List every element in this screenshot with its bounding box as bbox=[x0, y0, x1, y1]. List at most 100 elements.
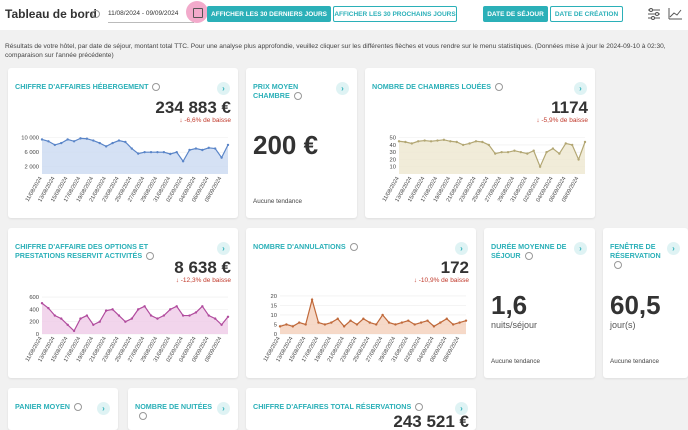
creation-date-toggle[interactable]: DATE DE CRÉATION bbox=[550, 6, 623, 22]
data-point bbox=[410, 142, 414, 145]
card-title-text: PRIX MOYEN CHAMBRE bbox=[253, 82, 299, 100]
data-point bbox=[98, 141, 101, 145]
info-icon[interactable] bbox=[415, 403, 424, 412]
details-arrow[interactable]: › bbox=[574, 82, 587, 95]
data-point bbox=[506, 150, 510, 154]
next-30-days-button[interactable]: AFFICHER LES 30 PROCHAINS JOURS bbox=[333, 6, 457, 22]
data-point bbox=[207, 146, 210, 150]
info-icon[interactable] bbox=[349, 243, 358, 252]
series-line bbox=[41, 302, 229, 332]
kpi-card: DURÉE MOYENNE DE SÉJOUR › 1,6 nuits/séjour A… bbox=[484, 228, 595, 378]
data-point bbox=[104, 309, 108, 312]
data-point bbox=[432, 325, 436, 328]
data-point bbox=[124, 140, 127, 144]
y-tick-label: 20 bbox=[390, 157, 396, 163]
settings-icon[interactable] bbox=[648, 8, 660, 20]
date-range-input[interactable]: 11/08/2024 - 09/09/2024 bbox=[108, 6, 194, 23]
card-title-text: DURÉE MOYENNE DE SÉJOUR bbox=[491, 242, 567, 260]
data-point bbox=[124, 320, 127, 323]
mini-chart: 504030201011/08/202413/08/202415/08/2024… bbox=[382, 136, 587, 203]
kpi-card: NOMBRE DE NUITÉES › bbox=[128, 388, 238, 430]
details-arrow[interactable]: › bbox=[336, 82, 349, 95]
stay-date-toggle[interactable]: DATE DE SÉJOUR bbox=[483, 6, 548, 22]
kpi-card: PANIER MOYEN › bbox=[8, 388, 118, 430]
data-point bbox=[278, 325, 282, 328]
card-title-text: NOMBRE DE NUITÉES bbox=[135, 402, 213, 411]
data-point bbox=[375, 323, 378, 326]
data-point bbox=[79, 317, 82, 320]
kpi-trend: ↓ -5,9% de baisse bbox=[536, 117, 588, 124]
data-point bbox=[545, 150, 548, 154]
y-tick-label: 10 000 bbox=[21, 136, 39, 142]
info-icon[interactable] bbox=[614, 261, 622, 270]
data-point bbox=[92, 323, 95, 326]
y-tick-label: 200 bbox=[29, 320, 39, 326]
card-title: CHIFFRE D'AFFAIRES HÉBERGEMENT bbox=[15, 82, 185, 92]
kpi-value: 1,6 bbox=[491, 290, 528, 320]
card-title-text: CHIFFRE D'AFFAIRES HÉBERGEMENT bbox=[15, 82, 149, 91]
y-tick-label: 5 bbox=[274, 322, 277, 328]
data-point bbox=[143, 150, 146, 154]
data-point bbox=[487, 143, 490, 147]
data-point bbox=[149, 314, 153, 317]
data-point bbox=[461, 143, 465, 147]
info-icon[interactable] bbox=[524, 252, 533, 261]
trend-note: Aucune tendance bbox=[253, 198, 303, 205]
data-point bbox=[532, 149, 535, 152]
info-icon[interactable] bbox=[73, 403, 82, 412]
data-point bbox=[53, 314, 57, 317]
card-title-text: PANIER MOYEN bbox=[15, 402, 70, 411]
details-arrow[interactable]: › bbox=[217, 82, 230, 95]
y-tick-label: 2 000 bbox=[24, 165, 39, 171]
details-arrow[interactable]: › bbox=[217, 402, 230, 415]
data-point bbox=[291, 325, 295, 328]
data-point bbox=[226, 315, 230, 318]
data-point bbox=[143, 305, 146, 308]
kpi-card: PRIX MOYEN CHAMBRE › 200 € Aucune tendance bbox=[246, 68, 357, 218]
info-icon[interactable] bbox=[495, 83, 504, 92]
info-icon[interactable] bbox=[92, 10, 100, 18]
last-30-days-button[interactable]: AFFICHER LES 30 DERNIERS JOURS bbox=[207, 6, 331, 22]
data-point bbox=[394, 323, 397, 326]
data-point bbox=[381, 313, 384, 317]
data-point bbox=[111, 308, 114, 311]
y-tick-label: 600 bbox=[29, 295, 39, 301]
kpi-value: 1174 bbox=[551, 98, 588, 117]
data-point bbox=[570, 143, 574, 147]
info-icon[interactable] bbox=[293, 92, 302, 101]
card-title-text: CHIFFRE D'AFFAIRE DES OPTIONS ET PRESTAT… bbox=[15, 242, 149, 260]
data-point bbox=[323, 323, 327, 326]
data-point bbox=[400, 321, 404, 324]
details-arrow[interactable]: › bbox=[455, 402, 468, 415]
info-icon[interactable] bbox=[139, 412, 147, 421]
data-point bbox=[220, 156, 223, 159]
details-arrow[interactable]: › bbox=[574, 242, 587, 255]
data-point bbox=[60, 317, 63, 320]
chart-icon[interactable] bbox=[668, 8, 682, 20]
data-point bbox=[368, 321, 371, 324]
details-arrow[interactable]: › bbox=[217, 242, 230, 255]
details-arrow[interactable]: › bbox=[455, 242, 468, 255]
data-point bbox=[298, 321, 301, 324]
data-point bbox=[442, 138, 446, 142]
details-arrow[interactable]: › bbox=[667, 242, 680, 255]
kpi-card: CHIFFRE D'AFFAIRE DES OPTIONS ET PRESTAT… bbox=[8, 228, 238, 378]
data-point bbox=[66, 323, 69, 326]
data-point bbox=[66, 138, 69, 141]
page-title: Tableau de bord bbox=[5, 7, 97, 21]
info-icon[interactable] bbox=[152, 83, 161, 92]
data-point bbox=[137, 308, 140, 311]
data-point bbox=[285, 323, 288, 326]
calendar-icon[interactable] bbox=[193, 8, 203, 18]
kpi-trend: ↓ -12,3% de baisse bbox=[175, 277, 231, 284]
data-point bbox=[117, 314, 121, 317]
card-title: NOMBRE D'ANNULATIONS bbox=[253, 242, 423, 252]
details-arrow[interactable]: › bbox=[97, 402, 110, 415]
data-point bbox=[419, 321, 423, 324]
mini-chart: 2015105011/08/202413/08/202415/08/202417… bbox=[263, 294, 468, 363]
data-point bbox=[407, 319, 410, 322]
data-point bbox=[481, 140, 484, 144]
info-icon[interactable] bbox=[146, 252, 155, 261]
data-point bbox=[181, 160, 185, 163]
